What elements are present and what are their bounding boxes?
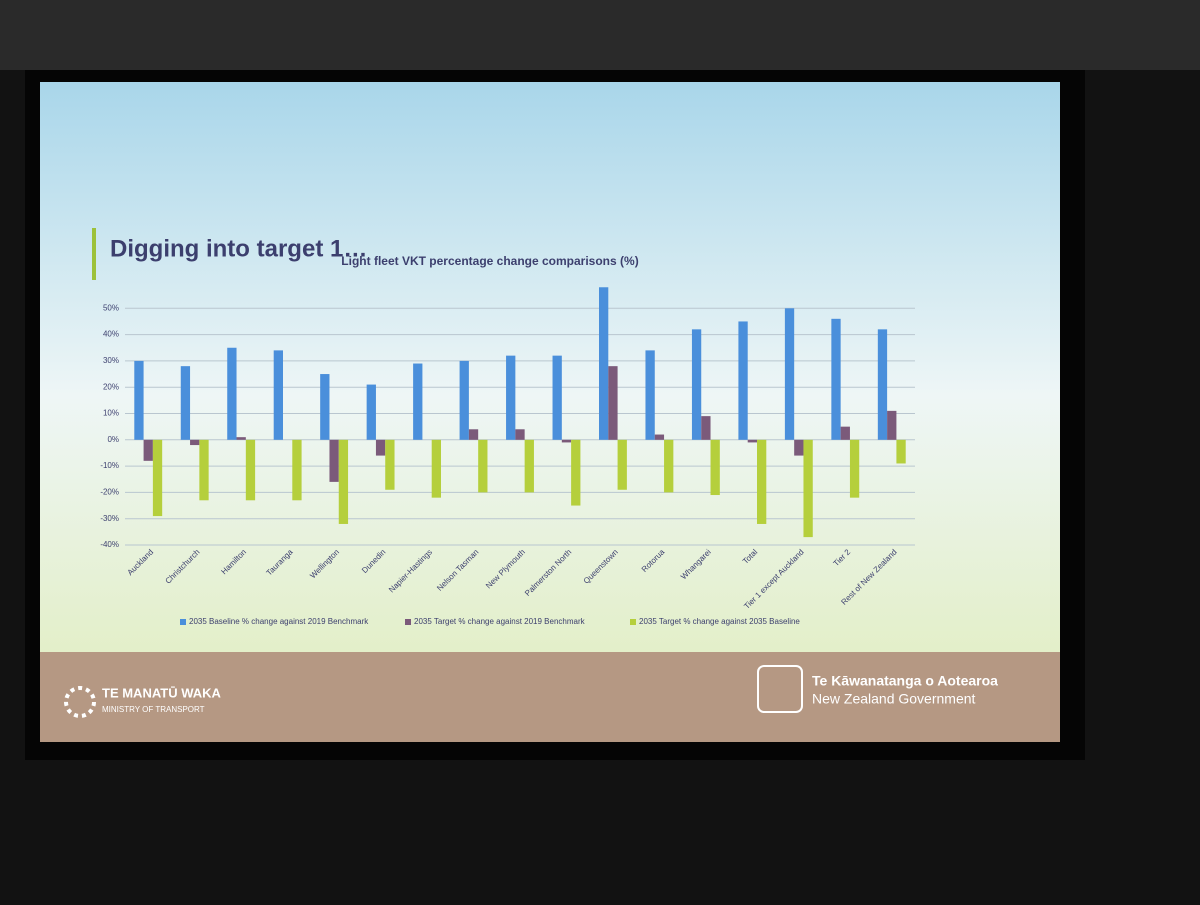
bar [896, 439, 906, 464]
bar [803, 439, 813, 538]
bar [431, 439, 441, 498]
bar [236, 437, 246, 440]
bar [561, 439, 572, 443]
bar [273, 350, 283, 440]
y-tick-label: 0% [107, 435, 119, 444]
ceiling [0, 0, 1200, 70]
bar [710, 439, 720, 496]
chart-title: Light fleet VKT percentage change compar… [341, 254, 638, 268]
bar [515, 429, 525, 440]
bar [599, 287, 609, 440]
bar [506, 355, 516, 440]
y-tick-label: 20% [103, 382, 119, 391]
bar [887, 410, 897, 440]
bar [738, 321, 748, 440]
y-tick-label: -40% [100, 540, 119, 549]
footer-left-subtitle: MINISTRY OF TRANSPORT [102, 705, 205, 714]
bar [757, 439, 767, 524]
bar [180, 366, 191, 440]
legend-swatch [180, 619, 186, 625]
bar [134, 360, 144, 440]
bar [840, 426, 850, 440]
legend-label: 2035 Target % change against 2035 Baseli… [639, 617, 800, 626]
bar [571, 439, 581, 506]
bar [245, 439, 256, 501]
bar [784, 308, 795, 440]
y-tick-label: 10% [103, 409, 119, 418]
y-tick-label: 50% [103, 303, 119, 312]
legend-label: 2035 Baseline % change against 2019 Benc… [189, 617, 369, 626]
bar [190, 439, 200, 446]
bar [329, 439, 339, 482]
y-tick-label: 30% [103, 356, 119, 365]
bar [794, 439, 804, 456]
bar [524, 439, 534, 493]
ministry-logo [64, 686, 96, 718]
legend-swatch [405, 619, 411, 625]
bar [292, 439, 302, 501]
bar [849, 439, 860, 498]
bar [320, 374, 330, 440]
bar [664, 439, 674, 493]
bar [617, 439, 627, 490]
bar [468, 429, 479, 440]
bar [552, 355, 562, 440]
footer-left-title: TE MANATŪ WAKA [102, 685, 222, 700]
bar [645, 350, 655, 440]
footer-right-subtitle: New Zealand Government [812, 691, 976, 707]
coat-of-arms [757, 665, 803, 713]
bar [459, 360, 469, 440]
bar [608, 366, 618, 440]
bar [413, 363, 423, 440]
y-tick-label: 40% [103, 330, 119, 339]
legend-swatch [630, 619, 636, 625]
footer-right-title: Te Kāwanatanga o Aotearoa [812, 673, 998, 689]
bar [877, 329, 888, 440]
bar [385, 439, 395, 490]
slide-footer [40, 652, 1060, 742]
heading-bracket [92, 228, 96, 280]
bar [654, 434, 665, 440]
bar [152, 439, 163, 517]
bar [143, 439, 153, 461]
bar [366, 384, 376, 440]
bar [747, 439, 757, 443]
slide-heading: Digging into target 1… [110, 235, 367, 262]
y-tick-label: -10% [100, 461, 119, 470]
bar [701, 416, 711, 440]
bar [478, 439, 488, 493]
y-tick-label: -20% [100, 488, 119, 497]
legend-label: 2035 Target % change against 2019 Benchm… [414, 617, 586, 626]
bar [691, 329, 702, 440]
bar [227, 347, 237, 440]
bar [199, 439, 209, 501]
slide [40, 82, 1060, 652]
bar [375, 439, 386, 456]
bar [338, 439, 349, 524]
bar [831, 318, 841, 440]
y-tick-label: -30% [100, 514, 119, 523]
